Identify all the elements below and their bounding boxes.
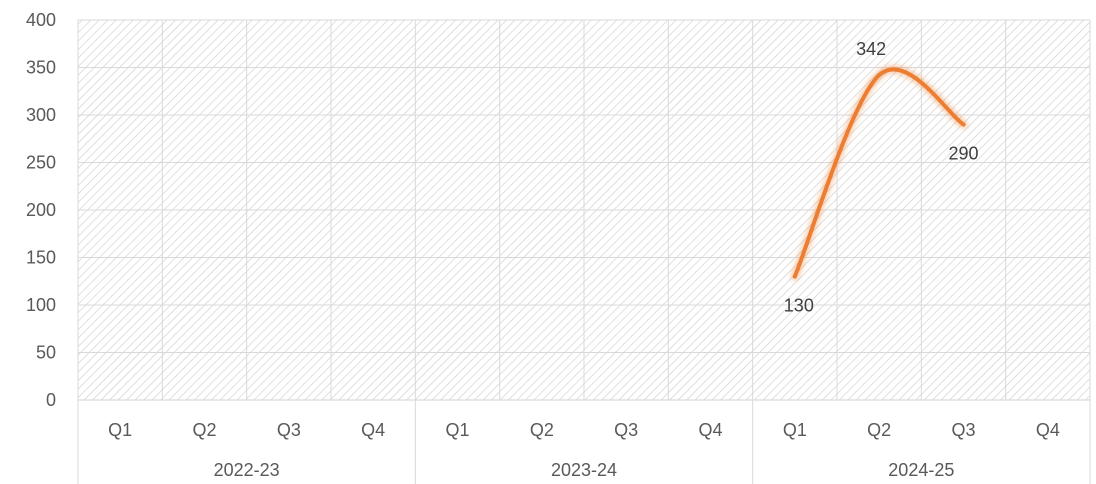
x-group-label: 2024-25 bbox=[888, 460, 954, 480]
y-tick-label: 50 bbox=[36, 343, 56, 363]
y-tick-label: 100 bbox=[26, 295, 56, 315]
y-tick-label: 400 bbox=[26, 10, 56, 30]
x-tick-label: Q1 bbox=[445, 420, 469, 440]
series-line bbox=[792, 67, 966, 279]
x-group-label: 2022-23 bbox=[214, 460, 280, 480]
series-layer bbox=[790, 64, 968, 281]
data-label: 130 bbox=[784, 296, 814, 316]
y-tick-label: 200 bbox=[26, 200, 56, 220]
x-group-label: 2023-24 bbox=[551, 460, 617, 480]
x-tick-label: Q4 bbox=[698, 420, 722, 440]
x-tick-label: Q2 bbox=[867, 420, 891, 440]
y-tick-label: 300 bbox=[26, 105, 56, 125]
data-point bbox=[877, 73, 882, 78]
y-tick-label: 0 bbox=[46, 390, 56, 410]
x-tick-label: Q1 bbox=[108, 420, 132, 440]
y-tick-label: 150 bbox=[26, 248, 56, 268]
data-point bbox=[792, 274, 797, 279]
data-point bbox=[961, 122, 966, 127]
x-tick-label: Q1 bbox=[783, 420, 807, 440]
data-labels: 130 342 290 bbox=[784, 39, 979, 315]
data-label: 342 bbox=[856, 39, 886, 59]
x-tick-label: Q4 bbox=[361, 420, 385, 440]
y-tick-label: 350 bbox=[26, 58, 56, 78]
x-tick-label: Q3 bbox=[951, 420, 975, 440]
y-tick-label: 250 bbox=[26, 153, 56, 173]
gridlines bbox=[77, 19, 1091, 401]
x-tick-label: Q3 bbox=[614, 420, 638, 440]
axes: 0 50 100 150 200 250 300 350 400 Q1 Q2 Q3 Q4 2022-23 Q… bbox=[26, 10, 1091, 484]
x-tick-label: Q3 bbox=[277, 420, 301, 440]
x-tick-label: Q2 bbox=[530, 420, 554, 440]
data-label: 290 bbox=[948, 144, 978, 164]
x-tick-label: Q2 bbox=[192, 420, 216, 440]
x-tick-label: Q4 bbox=[1036, 420, 1060, 440]
